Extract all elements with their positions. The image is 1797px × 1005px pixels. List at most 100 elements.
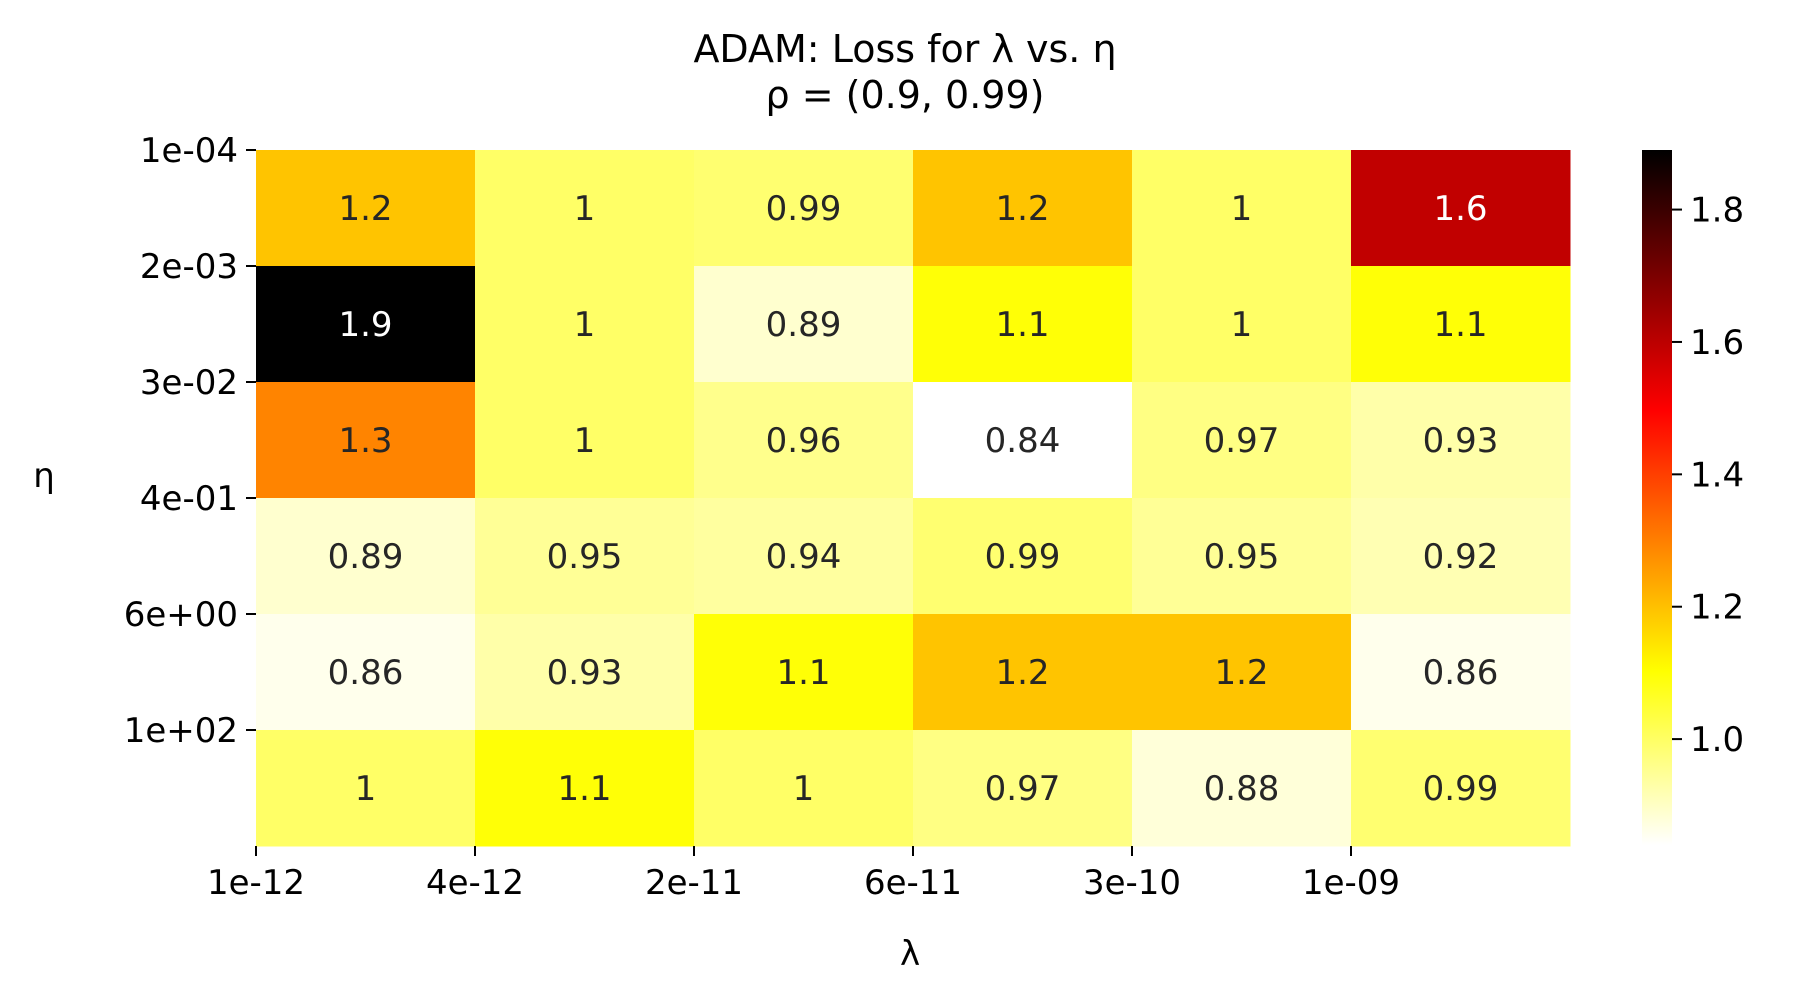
- cell-annotation-r5-c0: 1: [355, 769, 377, 809]
- heatmap-cell-r5-c3: [913, 730, 1133, 847]
- heatmap-cell-r0-c5: [1351, 150, 1571, 267]
- heatmap-cell-r1-c0: [256, 266, 476, 383]
- colorbar-tick-label-2: 1.4: [1690, 455, 1744, 495]
- cell-annotation-r0-c0: 1.2: [338, 189, 392, 229]
- cell-annotation-r5-c3: 0.97: [985, 769, 1061, 809]
- heatmap-cell-r3-c3: [913, 498, 1133, 615]
- heatmap-cell-r1-c4: [1132, 266, 1352, 383]
- heatmap-cell-r0-c3: [913, 150, 1133, 267]
- colorbar-ticks: 1.0 1.2 1.4 1.6 1.8: [1672, 191, 1744, 760]
- y-axis: 1e-04 2e-03 3e-02 4e-01 6e+00 1e+02: [124, 131, 256, 751]
- heatmap-cells: 1.2 1 0.99 1.2 1 1.6 1.9 1 0.89 1.1 1 1.1 1.3 1 0.96 0.…: [256, 150, 1571, 847]
- colorbar-tick-label-1: 1.2: [1690, 588, 1744, 628]
- heatmap-cell-r3-c2: [694, 498, 914, 615]
- x-tick-label-1: 4e-12: [426, 863, 524, 903]
- heatmap-cell-r4-c5: [1351, 614, 1571, 731]
- cell-annotation-r2-c1: 1: [574, 421, 596, 461]
- cell-annotation-r4-c3: 1.2: [995, 653, 1049, 693]
- cell-annotation-r3-c3: 0.99: [985, 537, 1061, 577]
- heatmap-cell-r2-c4: [1132, 382, 1352, 499]
- x-axis-label: λ: [900, 934, 920, 974]
- heatmap-cell-r5-c0: [256, 730, 476, 847]
- x-axis: 1e-12 4e-12 2e-11 6e-11 3e-10 1e-09: [207, 846, 1400, 903]
- cell-annotation-r3-c5: 0.92: [1423, 537, 1499, 577]
- cell-annotation-r4-c5: 0.86: [1423, 653, 1499, 693]
- x-tick-label-4: 3e-10: [1083, 863, 1181, 903]
- heatmap-cell-r5-c2: [694, 730, 914, 847]
- cell-annotation-r2-c0: 1.3: [338, 421, 392, 461]
- heatmap-cell-r3-c0: [256, 498, 476, 615]
- y-tick-label-2: 3e-02: [140, 363, 238, 403]
- heatmap-cell-r2-c3: [913, 382, 1133, 499]
- heatmap-cell-r3-c1: [475, 498, 695, 615]
- cell-annotation-r3-c1: 0.95: [547, 537, 623, 577]
- cell-annotation-r0-c1: 1: [574, 189, 596, 229]
- cell-annotation-r2-c2: 0.96: [766, 421, 842, 461]
- heatmap-cell-r0-c4: [1132, 150, 1352, 267]
- y-axis-label: η: [33, 456, 55, 496]
- cell-annotation-r4-c0: 0.86: [328, 653, 404, 693]
- cell-annotation-r1-c4: 1: [1231, 305, 1253, 345]
- heatmap-cell-r5-c5: [1351, 730, 1571, 847]
- x-tick-label-3: 6e-11: [864, 863, 962, 903]
- cell-annotation-r1-c0: 1.9: [338, 305, 392, 345]
- y-tick-label-1: 2e-03: [140, 247, 238, 287]
- x-tick-label-5: 1e-09: [1302, 863, 1400, 903]
- y-tick-label-4: 6e+00: [124, 595, 238, 635]
- cell-annotation-r3-c2: 0.94: [766, 537, 842, 577]
- cell-annotation-r1-c3: 1.1: [995, 305, 1049, 345]
- cell-annotation-r5-c5: 0.99: [1423, 769, 1499, 809]
- heatmap-cell-r3-c5: [1351, 498, 1571, 615]
- cell-annotation-r5-c4: 0.88: [1204, 769, 1280, 809]
- heatmap-cell-r3-c4: [1132, 498, 1352, 615]
- cell-annotation-r1-c5: 1.1: [1433, 305, 1487, 345]
- heatmap-cell-r0-c2: [694, 150, 914, 267]
- heatmap-cell-r2-c0: [256, 382, 476, 499]
- y-tick-label-5: 1e+02: [124, 711, 238, 751]
- heatmap-cell-r0-c0: [256, 150, 476, 267]
- colorbar-tick-label-4: 1.8: [1690, 191, 1744, 231]
- cell-annotation-r2-c5: 0.93: [1423, 421, 1499, 461]
- cell-annotation-r2-c4: 0.97: [1204, 421, 1280, 461]
- chart-title: ADAM: Loss for λ vs. η: [693, 27, 1116, 71]
- cell-annotation-r2-c3: 0.84: [985, 421, 1061, 461]
- cell-annotation-r4-c2: 1.1: [776, 653, 830, 693]
- colorbar-tick-label-0: 1.0: [1690, 720, 1744, 760]
- heatmap-cell-r0-c1: [475, 150, 695, 267]
- heatmap-cell-r1-c2: [694, 266, 914, 383]
- cell-annotation-r1-c2: 0.89: [766, 305, 842, 345]
- heatmap-cell-r4-c4: [1132, 614, 1352, 731]
- colorbar-tick-label-3: 1.6: [1690, 323, 1744, 363]
- cell-annotation-r3-c4: 0.95: [1204, 537, 1280, 577]
- cell-annotation-r0-c4: 1: [1231, 189, 1253, 229]
- cell-annotation-r5-c1: 1.1: [557, 769, 611, 809]
- heatmap-cell-r2-c1: [475, 382, 695, 499]
- y-tick-label-0: 1e-04: [140, 131, 238, 171]
- cell-annotation-r1-c1: 1: [574, 305, 596, 345]
- heatmap-cell-r4-c0: [256, 614, 476, 731]
- cell-annotation-r0-c3: 1.2: [995, 189, 1049, 229]
- heatmap-cell-r5-c4: [1132, 730, 1352, 847]
- colorbar: [1642, 150, 1672, 845]
- cell-annotation-r4-c1: 0.93: [547, 653, 623, 693]
- heatmap-cell-r4-c3: [913, 614, 1133, 731]
- heatmap-cell-r2-c5: [1351, 382, 1571, 499]
- cell-annotation-r0-c2: 0.99: [766, 189, 842, 229]
- x-tick-label-0: 1e-12: [207, 863, 305, 903]
- heatmap-cell-r2-c2: [694, 382, 914, 499]
- cell-annotation-r0-c5: 1.6: [1433, 189, 1487, 229]
- cell-annotation-r4-c4: 1.2: [1214, 653, 1268, 693]
- x-tick-label-2: 2e-11: [645, 863, 743, 903]
- heatmap-cell-r4-c2: [694, 614, 914, 731]
- cell-annotation-r3-c0: 0.89: [328, 537, 404, 577]
- heatmap-cell-r1-c5: [1351, 266, 1571, 383]
- cell-annotation-r5-c2: 1: [793, 769, 815, 809]
- heatmap-cell-r4-c1: [475, 614, 695, 731]
- heatmap-cell-r1-c3: [913, 266, 1133, 383]
- y-tick-label-3: 4e-01: [140, 479, 238, 519]
- heatmap-cell-r5-c1: [475, 730, 695, 847]
- heatmap-cell-r1-c1: [475, 266, 695, 383]
- chart-subtitle: ρ = (0.9, 0.99): [766, 73, 1045, 117]
